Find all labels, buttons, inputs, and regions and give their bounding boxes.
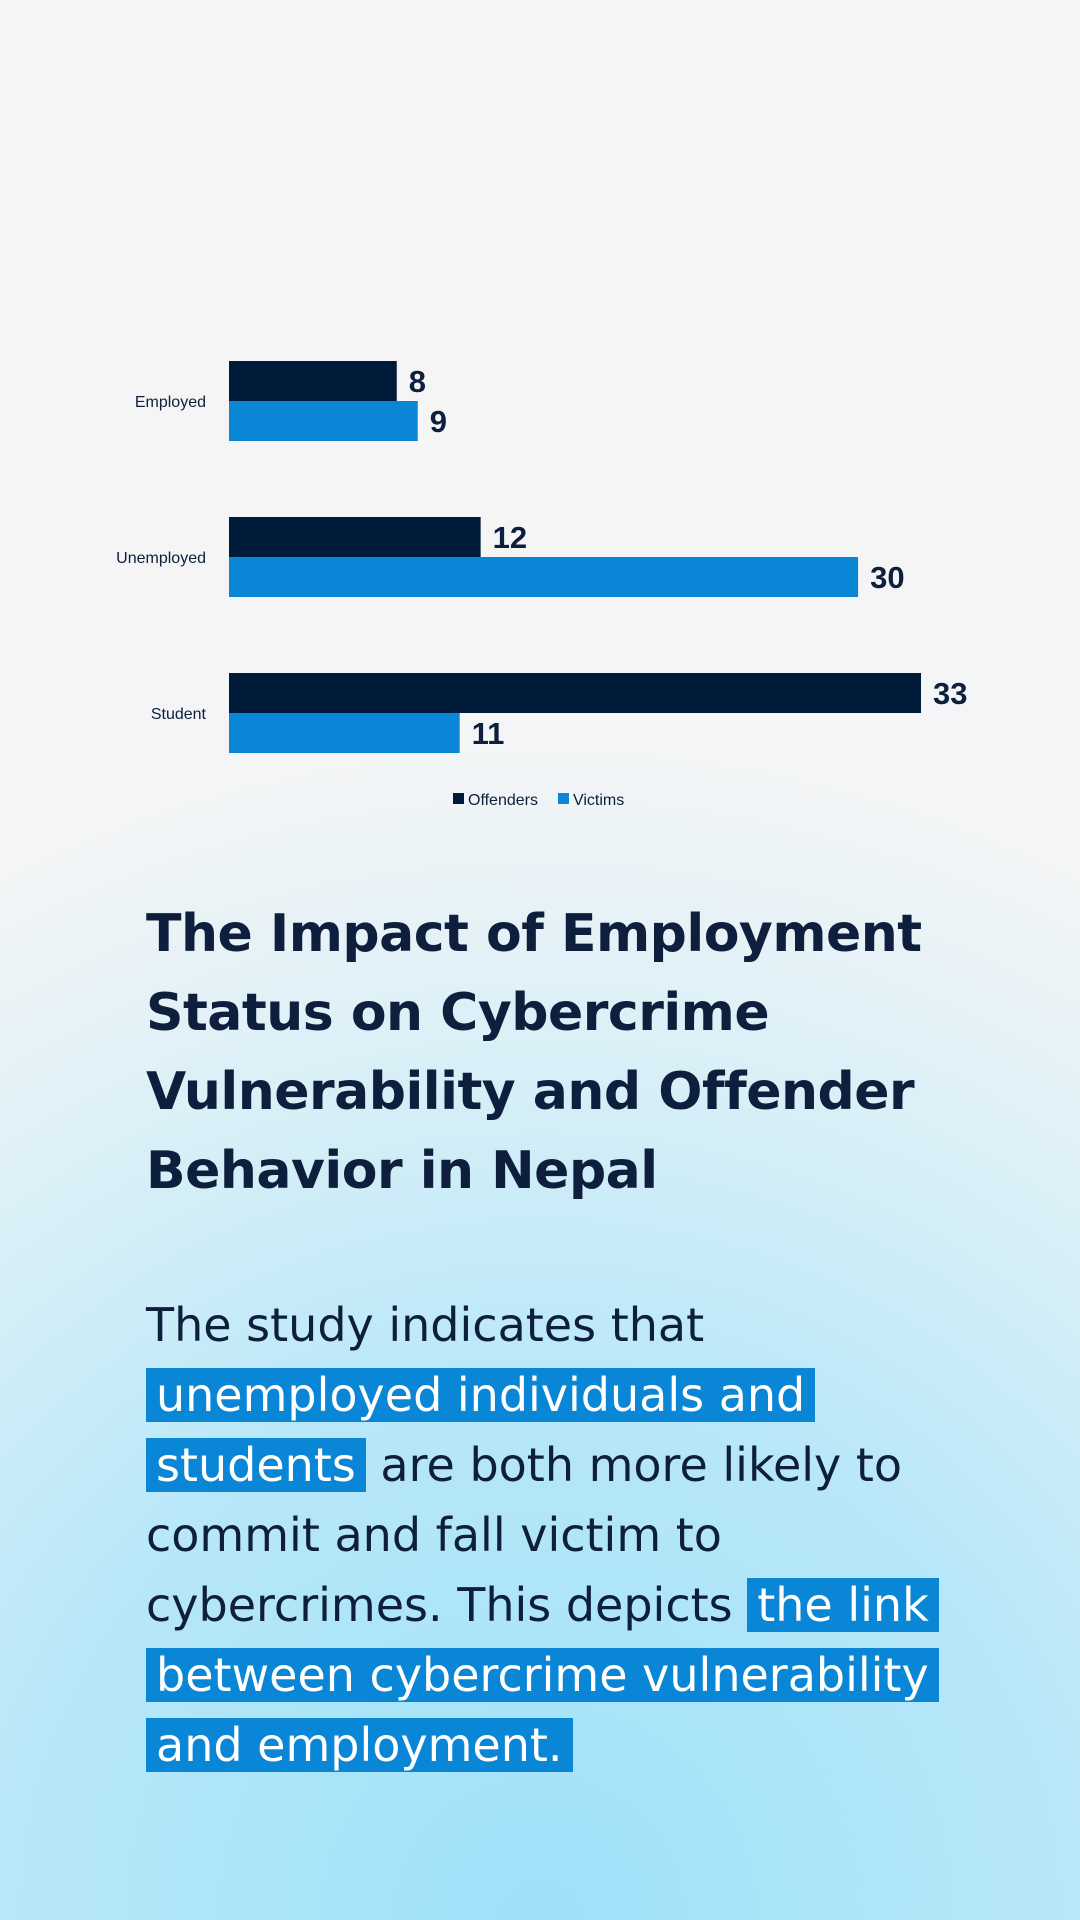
value-labels: 89 12 30 33 11	[409, 364, 968, 751]
legend-swatch-offenders	[453, 793, 464, 804]
data-label: 30	[870, 560, 904, 595]
bars	[229, 361, 921, 753]
category-labels: Employed Unemployed Student	[116, 394, 206, 723]
category-label: Student	[151, 706, 207, 723]
bar-offenders-unemployed	[229, 517, 481, 557]
legend-swatch-victims	[557, 793, 569, 804]
legend-label-victims: Victims	[573, 792, 624, 809]
legend: Offenders Victims	[453, 792, 624, 809]
body-text-part-2: are both more likely to commit and fall …	[146, 1438, 903, 1632]
body-paragraph: The study indicates that unemployed indi…	[146, 1290, 946, 1780]
page-title: The Impact of Employment Status on Cyber…	[146, 904, 922, 1201]
body-text-part-1: The study indicates that	[146, 1298, 705, 1352]
legend-label-offenders: Offenders	[468, 792, 538, 809]
bar-victims-unemployed	[229, 557, 859, 597]
category-label: Unemployed	[116, 550, 206, 567]
bar-offenders-employed	[229, 361, 397, 401]
bar-offenders-student	[229, 673, 921, 713]
data-label: 12	[493, 520, 527, 555]
data-label: 9	[430, 404, 447, 439]
data-label: 8	[409, 364, 426, 399]
category-label: Employed	[135, 394, 206, 411]
bar-victims-student	[229, 713, 460, 753]
bar-victims-employed	[229, 401, 418, 441]
data-label: 11	[472, 716, 505, 751]
data-label: 33	[933, 676, 967, 711]
bar-chart: Employed Unemployed Student 89 12 30 33 11 Off…	[116, 361, 968, 809]
